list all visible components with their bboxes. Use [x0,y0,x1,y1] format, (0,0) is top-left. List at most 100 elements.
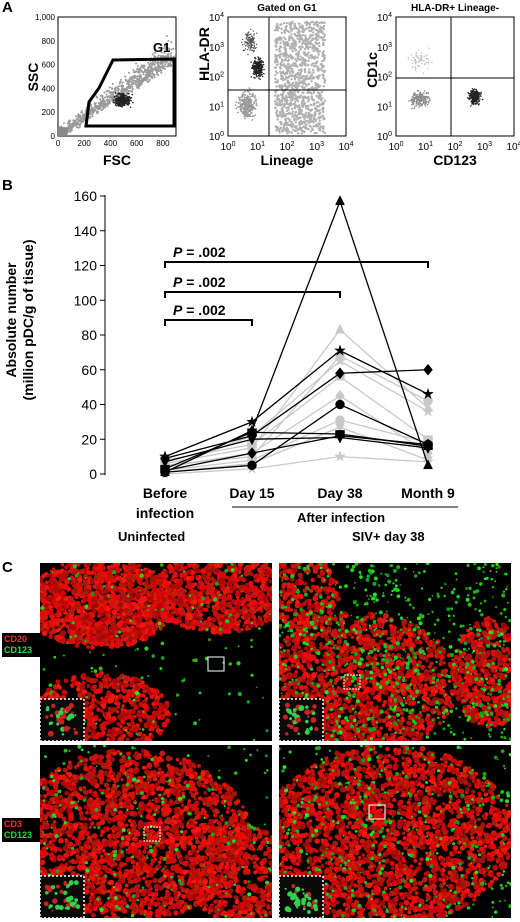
flow-event-dot [248,38,251,41]
flow-event-dot [302,115,305,119]
flow-event-dot [277,129,281,133]
flow-event-dot [283,83,287,86]
flow-event-dot [247,96,250,98]
flow-event-dot [424,104,427,107]
flow-event-dot [317,109,320,113]
flow-event-dot [280,84,284,87]
flow-event-dot [93,109,96,112]
flow-event-dot [278,99,281,102]
flow-event-dot [278,36,281,39]
flow-event-dot [427,67,429,69]
flow-event-dot [67,125,70,128]
flow-event-dot [471,88,474,90]
flow-event-dot [303,117,306,121]
flow-event-dot [73,119,76,122]
flow-event-dot [417,99,419,101]
flow-event-dot [286,117,290,120]
flow-plot-cd123-cd1c: HLA-DR+ Lineage- CD1c CD123 100100101101… [364,3,520,168]
flow-event-dot [414,63,417,65]
flow-event-dot [298,81,302,84]
flow-event-dot [258,73,260,75]
flow-event-dot [307,83,311,86]
flow-event-dot [419,92,422,95]
flow-event-dot [311,20,315,24]
flow-event-dot [252,41,254,43]
flow-event-dot [294,113,297,117]
flow-event-dot [293,43,297,46]
flow-event-dot [153,73,156,76]
after-infection-label: After infection [297,510,385,525]
flow-event-dot [287,112,290,115]
flow-event-dot [134,74,137,77]
flow-event-dot [285,21,288,25]
flow-event-dot [312,102,316,105]
flow-event-dot [89,116,92,119]
flow-event-dot [149,68,152,71]
flow-event-dot [291,81,295,85]
flow-event-dot [427,61,430,64]
flow-event-dot [154,51,157,54]
red-cell [53,587,60,593]
flow-event-dot [253,33,255,35]
data-point-marker [160,464,170,477]
flow-event-dot [123,104,126,106]
flow-event-dot [296,127,299,131]
flow-event-dot [317,95,320,98]
y-tick-label: 40 [81,397,97,413]
flow-event-dot [425,57,428,60]
flow-event-dot [237,106,239,109]
flow-event-dot [254,95,257,97]
flow-event-dot [282,92,285,95]
flow-event-dot [306,119,310,123]
flow-event-dot [160,44,163,47]
uninfected-label: Uninfected [118,529,185,544]
flow-event-dot [480,95,482,97]
flow-event-dot [302,91,305,95]
flow-event-dot [248,104,251,107]
flow-event-dot [322,43,325,47]
flow-event-dot [291,112,294,116]
flow-event-dot [312,91,316,94]
flow-event-dot [413,94,416,97]
flow-event-dot [282,123,286,126]
flow-event-dot [314,21,318,24]
flow-event-dot [415,94,417,96]
flow-event-dot [296,90,300,94]
flow-event-dot [96,96,99,99]
flow-event-dot [251,40,253,42]
red-cell [118,582,125,589]
flow-event-dot [124,75,127,78]
flow-event-dot [302,99,305,102]
flow-event-dot [252,37,254,39]
red-cell [94,590,100,596]
flow-event-dot [323,33,326,36]
flow-event-dot [287,108,290,111]
flow-event-dot [260,61,263,64]
red-cell [146,584,152,590]
flow-event-dot [311,38,314,42]
flow-event-dot [249,41,251,43]
red-cell [132,573,137,578]
flow-event-dot [305,107,308,110]
flow-event-dot [163,64,166,67]
flow-event-dot [245,38,247,40]
y-log-tick: 102 [209,72,224,84]
red-cell [137,579,143,585]
red-cell [56,636,62,642]
red-cell [86,570,91,575]
flow-event-dot [416,96,419,99]
flow-event-dot [262,61,265,63]
flow-event-dot [254,114,257,116]
chart-ylabel-line2: (million pDC/g of tissue) [20,240,36,401]
flow-event-dot [255,102,258,105]
flow-event-dot [287,95,290,99]
flow-event-dot [418,65,420,68]
flow-event-dot [471,98,474,101]
x-log-tick: 103 [309,141,324,153]
red-cell [93,574,100,580]
flow-event-dot [79,114,82,117]
flow-event-dot [300,62,303,66]
flow-event-dot [428,99,431,102]
flow-event-dot [252,30,254,32]
flow-event-dot [276,118,279,121]
